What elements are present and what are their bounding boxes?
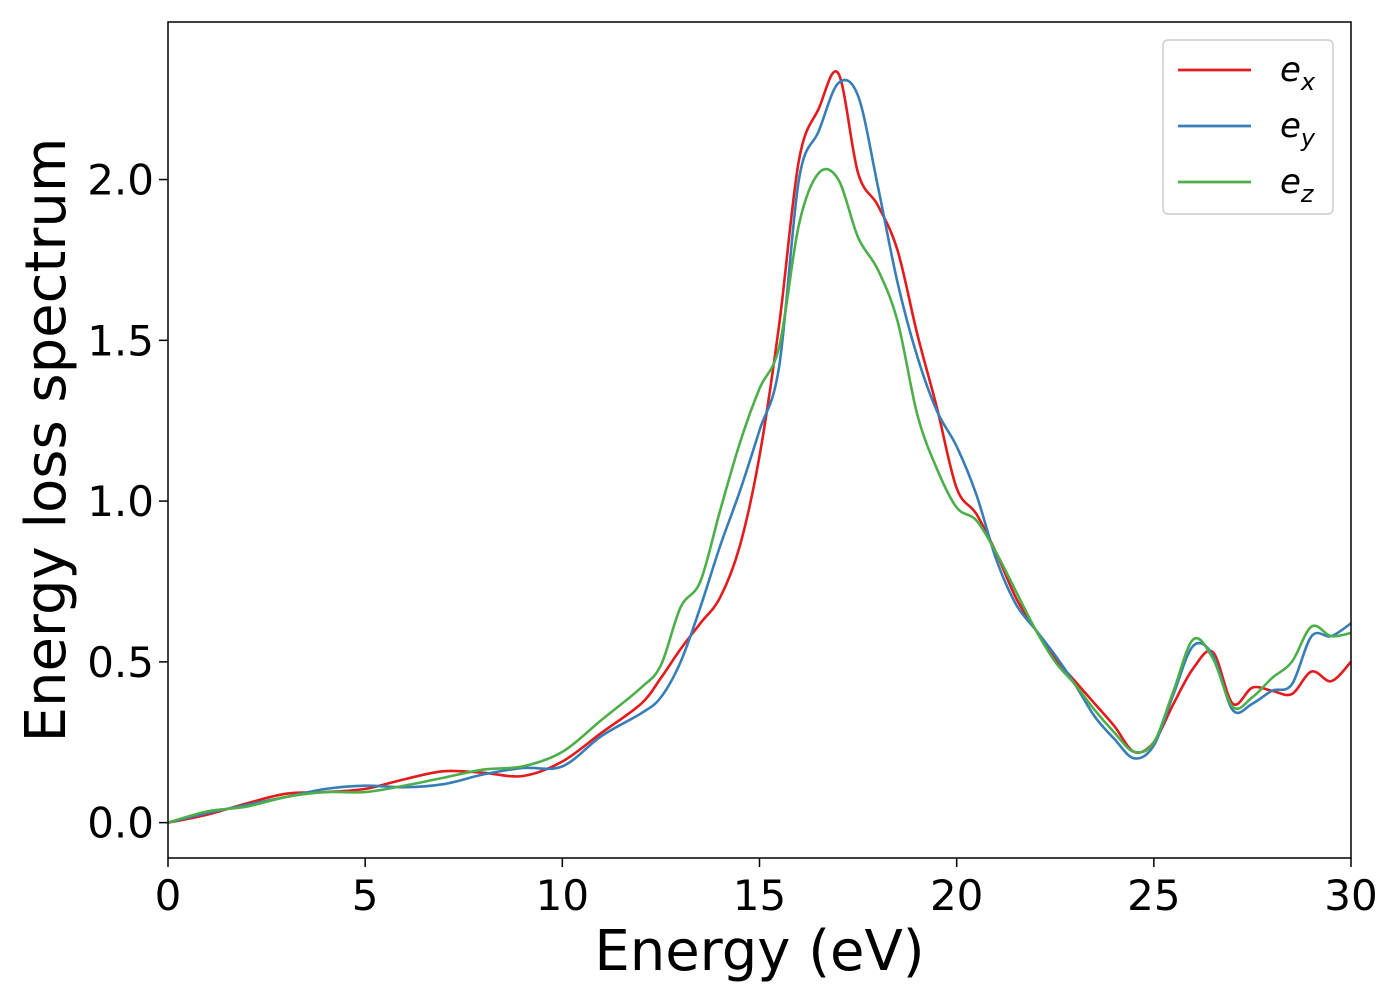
legend-label-ey: ey bbox=[1280, 106, 1316, 152]
x-tick-label: 25 bbox=[1127, 871, 1180, 920]
y-tick-label: 1.0 bbox=[87, 477, 154, 526]
y-tick-label: 0.0 bbox=[87, 799, 154, 848]
x-tick-label: 10 bbox=[536, 871, 589, 920]
x-axis: 0 5 10 15 20 25 30 bbox=[155, 858, 1378, 920]
x-tick-label: 5 bbox=[352, 871, 379, 920]
x-tick-label: 20 bbox=[930, 871, 983, 920]
x-axis-title: Energy (eV) bbox=[594, 919, 924, 984]
y-tick-label: 1.5 bbox=[87, 316, 154, 365]
y-tick-label: 0.5 bbox=[87, 638, 154, 687]
series-line-ez bbox=[168, 167, 1351, 824]
y-tick-label: 2.0 bbox=[87, 156, 154, 205]
series-layer bbox=[168, 69, 1351, 824]
series-line-ey bbox=[168, 78, 1351, 824]
x-tick-label: 0 bbox=[155, 871, 182, 920]
series-line-ex bbox=[168, 69, 1351, 824]
y-axis: 0.0 0.5 1.0 1.5 2.0 bbox=[87, 156, 168, 848]
y-axis-title: Energy loss spectrum bbox=[14, 138, 79, 743]
x-tick-label: 15 bbox=[733, 871, 786, 920]
x-tick-label: 30 bbox=[1324, 871, 1377, 920]
legend-label-ex: ex bbox=[1280, 50, 1316, 96]
